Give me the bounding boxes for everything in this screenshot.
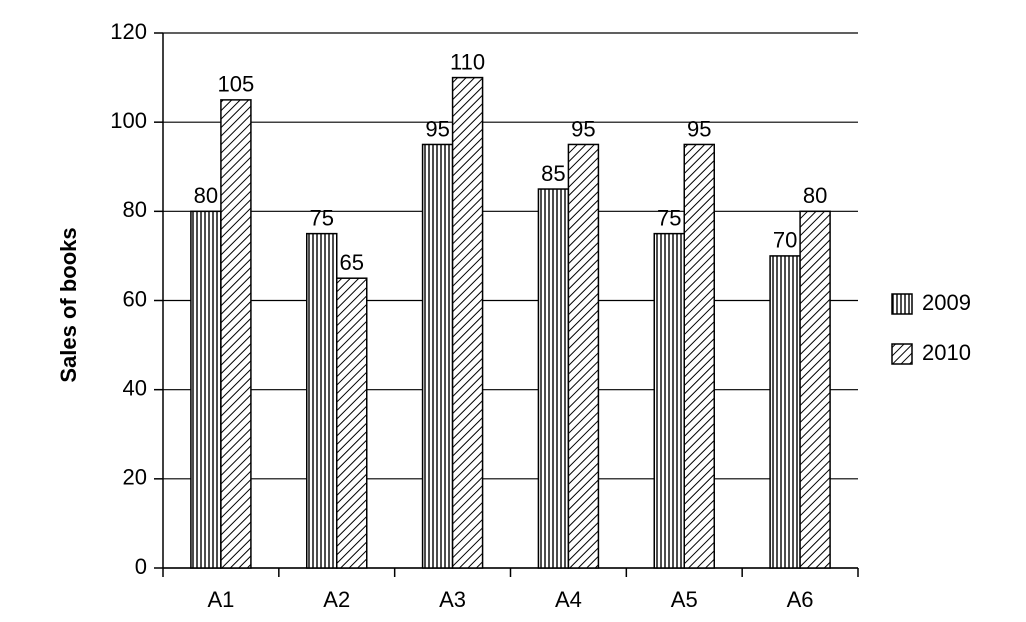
x-tick-label: A5 <box>671 587 698 612</box>
bar <box>421 143 454 569</box>
data-label: 70 <box>773 228 797 253</box>
bar <box>653 232 685 569</box>
y-tick-label: 40 <box>123 375 147 400</box>
data-label: 80 <box>803 183 827 208</box>
bar <box>567 143 600 569</box>
bar <box>336 277 368 569</box>
legend-label: 2009 <box>922 290 971 315</box>
data-label: 105 <box>218 72 255 97</box>
data-label: 75 <box>310 205 334 230</box>
bar <box>306 232 338 569</box>
bar <box>190 210 222 569</box>
x-tick-label: A6 <box>787 587 814 612</box>
data-label: 80 <box>194 183 218 208</box>
x-tick-label: A2 <box>323 587 350 612</box>
bar <box>537 188 570 569</box>
y-tick-label: 60 <box>123 286 147 311</box>
x-tick-label: A3 <box>439 587 466 612</box>
x-tick-label: A1 <box>207 587 234 612</box>
data-label: 85 <box>541 161 565 186</box>
data-label: 110 <box>450 49 485 74</box>
y-axis-label: Sales of books <box>56 227 81 382</box>
y-tick-label: 100 <box>110 108 147 133</box>
data-label: 95 <box>425 116 449 141</box>
y-tick-label: 80 <box>123 197 147 222</box>
bar <box>799 210 831 569</box>
data-label: 95 <box>687 116 711 141</box>
legend-swatch <box>891 343 913 365</box>
y-tick-label: 0 <box>135 554 147 579</box>
legend-swatch <box>891 293 913 315</box>
bar <box>220 99 252 569</box>
x-tick-label: A4 <box>555 587 582 612</box>
data-label: 65 <box>340 250 364 275</box>
y-tick-label: 120 <box>110 19 147 44</box>
bar <box>451 76 484 569</box>
bar <box>683 143 715 569</box>
y-tick-label: 20 <box>123 465 147 490</box>
data-label: 75 <box>657 205 681 230</box>
bar <box>769 255 801 569</box>
legend-label: 2010 <box>922 340 971 365</box>
data-label: 95 <box>571 116 595 141</box>
